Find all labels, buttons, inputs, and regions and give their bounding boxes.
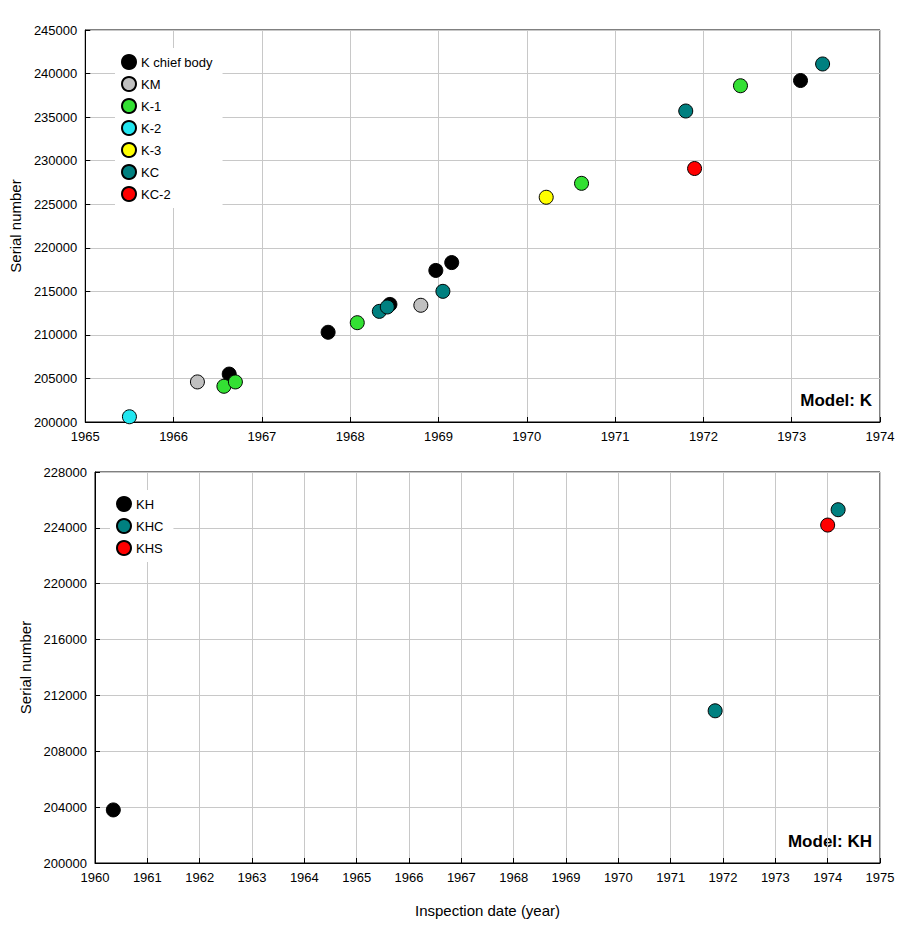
svg-text:230000: 230000: [34, 153, 77, 168]
svg-text:210000: 210000: [34, 327, 77, 342]
svg-text:K-2: K-2: [141, 121, 161, 136]
svg-text:Serial number: Serial number: [17, 621, 34, 714]
svg-text:1965: 1965: [71, 429, 100, 444]
svg-text:1973: 1973: [761, 870, 790, 885]
svg-text:205000: 205000: [34, 371, 77, 386]
svg-text:216000: 216000: [44, 632, 87, 647]
svg-text:1966: 1966: [395, 870, 424, 885]
svg-text:1968: 1968: [499, 870, 528, 885]
svg-text:240000: 240000: [34, 66, 77, 81]
svg-text:1970: 1970: [604, 870, 633, 885]
svg-text:1969: 1969: [424, 429, 453, 444]
svg-text:212000: 212000: [44, 688, 87, 703]
svg-text:Model: K: Model: K: [800, 391, 872, 410]
svg-text:1968: 1968: [336, 429, 365, 444]
svg-text:224000: 224000: [44, 520, 87, 535]
svg-text:Serial number: Serial number: [7, 179, 24, 272]
svg-text:1970: 1970: [512, 429, 541, 444]
svg-text:1973: 1973: [777, 429, 806, 444]
svg-text:1964: 1964: [290, 870, 319, 885]
svg-text:1974: 1974: [813, 870, 842, 885]
svg-text:228000: 228000: [44, 465, 87, 480]
svg-text:K-1: K-1: [141, 99, 161, 114]
svg-text:1971: 1971: [656, 870, 685, 885]
svg-text:1966: 1966: [159, 429, 188, 444]
svg-text:1972: 1972: [689, 429, 718, 444]
svg-text:1960: 1960: [81, 870, 110, 885]
svg-text:KH: KH: [136, 497, 154, 512]
svg-text:215000: 215000: [34, 284, 77, 299]
svg-text:235000: 235000: [34, 110, 77, 125]
svg-text:204000: 204000: [44, 800, 87, 815]
svg-text:1971: 1971: [601, 429, 630, 444]
svg-text:225000: 225000: [34, 197, 77, 212]
svg-text:1974: 1974: [866, 429, 895, 444]
svg-text:1967: 1967: [247, 429, 276, 444]
svg-text:1972: 1972: [709, 870, 738, 885]
svg-text:K chief body: K chief body: [141, 55, 213, 70]
svg-text:Model: KH: Model: KH: [788, 832, 872, 851]
svg-text:220000: 220000: [44, 576, 87, 591]
svg-text:KC-2: KC-2: [141, 187, 171, 202]
svg-text:200000: 200000: [44, 856, 87, 871]
svg-text:1975: 1975: [866, 870, 895, 885]
svg-text:1961: 1961: [133, 870, 162, 885]
svg-text:208000: 208000: [44, 744, 87, 759]
svg-text:245000: 245000: [34, 23, 77, 38]
svg-text:KHC: KHC: [136, 519, 163, 534]
svg-text:1963: 1963: [238, 870, 267, 885]
svg-text:200000: 200000: [34, 415, 77, 430]
svg-text:KM: KM: [141, 77, 161, 92]
svg-text:Inspection date (year): Inspection date (year): [415, 902, 560, 919]
svg-text:KC: KC: [141, 165, 159, 180]
svg-text:1969: 1969: [552, 870, 581, 885]
svg-text:220000: 220000: [34, 240, 77, 255]
svg-text:1965: 1965: [342, 870, 371, 885]
svg-text:1967: 1967: [447, 870, 476, 885]
svg-text:1962: 1962: [185, 870, 214, 885]
svg-text:KHS: KHS: [136, 541, 163, 556]
svg-text:K-3: K-3: [141, 143, 161, 158]
